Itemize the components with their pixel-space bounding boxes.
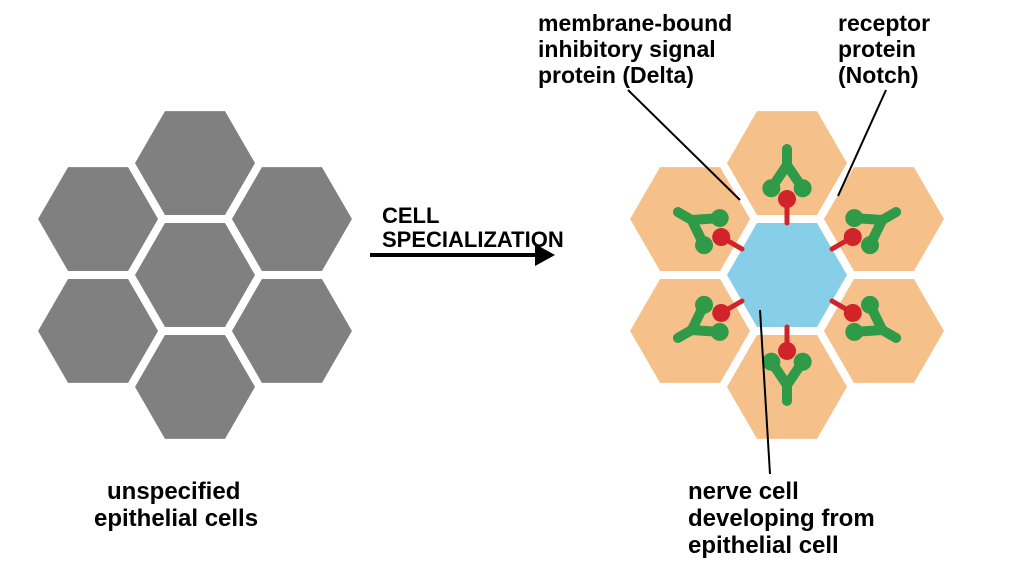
notch-tip (861, 296, 879, 314)
hex-cell (38, 279, 158, 383)
notch-tip (845, 323, 863, 341)
notch-label-line1: receptor (838, 10, 930, 38)
nerve-label-line3: epithelial cell (688, 532, 839, 561)
notch-label-line3: (Notch) (838, 62, 918, 90)
notch-tip (711, 323, 729, 341)
hex-cell (38, 167, 158, 271)
arrow-label-top: CELL (382, 203, 439, 229)
notch-tip (711, 209, 729, 227)
notch-tip (794, 353, 812, 371)
hex-cell (727, 223, 847, 327)
arrow-label-bottom: SPECIALIZATION (382, 227, 564, 253)
delta-label-line3: protein (Delta) (538, 62, 694, 90)
delta-head (778, 342, 796, 360)
notch-tip (762, 353, 780, 371)
delta-head (778, 190, 796, 208)
delta-head (712, 228, 730, 246)
hex-cell (135, 223, 255, 327)
notch-tip (845, 209, 863, 227)
notch-tip (762, 179, 780, 197)
delta-head (844, 228, 862, 246)
notch-tip (695, 236, 713, 254)
delta-head (844, 304, 862, 322)
left-caption-line2: epithelial cells (94, 505, 258, 534)
nerve-label-line1: nerve cell (688, 478, 799, 507)
notch-tip (861, 236, 879, 254)
delta-label-line1: membrane-bound (538, 10, 732, 38)
hex-cell (135, 111, 255, 215)
notch-tip (695, 296, 713, 314)
delta-label-line2: inhibitory signal (538, 36, 716, 64)
notch-label-line2: protein (838, 36, 916, 64)
notch-tip (794, 179, 812, 197)
hex-cell (232, 279, 352, 383)
left-caption-line1: unspecified (107, 478, 240, 507)
delta-head (712, 304, 730, 322)
nerve-label-line2: developing from (688, 505, 875, 534)
hex-cell (232, 167, 352, 271)
hex-cell (135, 335, 255, 439)
